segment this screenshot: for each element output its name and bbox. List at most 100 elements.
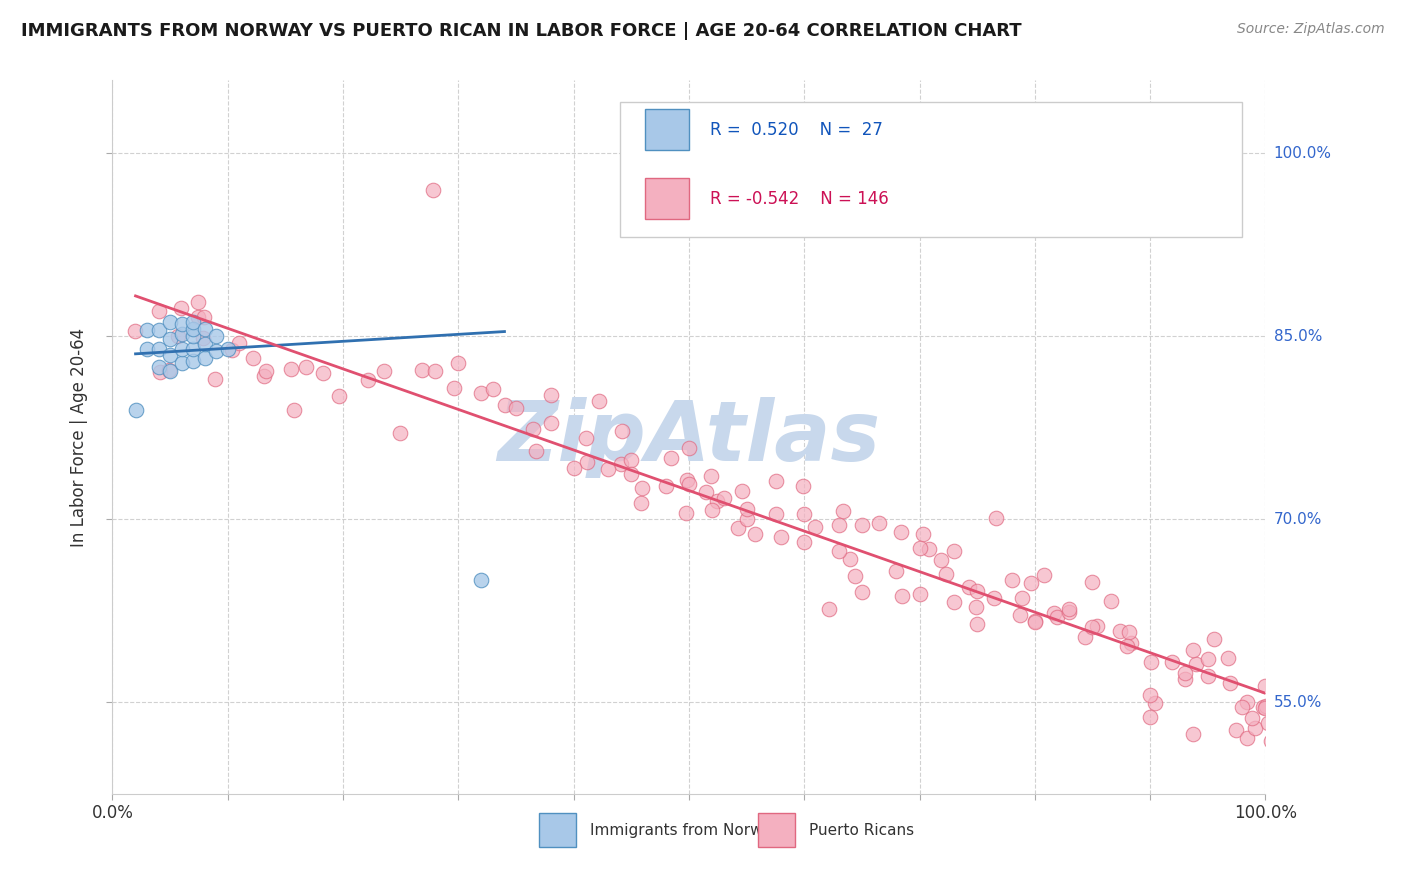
Point — [890, 589, 912, 603]
Point — [149, 365, 172, 379]
Point — [170, 342, 193, 356]
Point — [242, 351, 264, 365]
Point — [630, 496, 652, 510]
Point — [205, 344, 228, 359]
Point — [194, 336, 217, 351]
Point — [1232, 700, 1254, 714]
Point — [1225, 723, 1247, 737]
Point — [482, 382, 505, 396]
Bar — [645, 109, 689, 150]
Point — [312, 366, 335, 380]
Point — [170, 301, 193, 316]
Point — [283, 403, 305, 417]
Point — [935, 566, 957, 581]
Point — [1081, 574, 1104, 589]
Point — [1174, 665, 1197, 680]
Point — [1241, 711, 1264, 725]
Point — [700, 503, 723, 517]
Point — [470, 574, 492, 588]
Text: R = -0.542    N = 146: R = -0.542 N = 146 — [710, 190, 889, 208]
Point — [1257, 715, 1279, 730]
Point — [984, 511, 1007, 525]
Point — [193, 310, 215, 324]
Point — [170, 356, 193, 370]
Bar — [645, 178, 689, 219]
Point — [678, 476, 700, 491]
Point — [918, 541, 941, 556]
Point — [562, 460, 585, 475]
Point — [294, 359, 316, 374]
Point — [1024, 615, 1046, 629]
Point — [765, 507, 787, 521]
Point — [205, 329, 228, 343]
Point — [957, 580, 980, 594]
Point — [943, 594, 966, 608]
Point — [1116, 639, 1139, 653]
Point — [191, 331, 214, 345]
Point — [678, 441, 700, 455]
Point — [148, 342, 170, 356]
Point — [280, 361, 302, 376]
Point — [1085, 619, 1108, 633]
Point — [181, 342, 204, 356]
Point — [124, 402, 146, 417]
Point — [181, 322, 204, 336]
Point — [228, 335, 250, 350]
Point — [908, 587, 931, 601]
Point — [1202, 632, 1225, 647]
Point — [576, 455, 599, 469]
Point — [411, 363, 433, 377]
Point — [1139, 688, 1161, 702]
Point — [868, 516, 890, 530]
Point — [792, 479, 814, 493]
Point — [253, 369, 276, 384]
Text: 85.0%: 85.0% — [1274, 329, 1322, 344]
Point — [983, 591, 1005, 606]
Point — [1216, 650, 1239, 665]
Point — [425, 364, 447, 378]
Point — [524, 444, 547, 458]
Text: IMMIGRANTS FROM NORWAY VS PUERTO RICAN IN LABOR FORCE | AGE 20-64 CORRELATION CH: IMMIGRANTS FROM NORWAY VS PUERTO RICAN I… — [21, 22, 1022, 40]
Point — [744, 526, 766, 541]
Point — [832, 504, 855, 518]
Point — [612, 424, 634, 438]
Point — [522, 422, 544, 436]
Point — [373, 364, 395, 378]
Point — [221, 343, 243, 357]
Point — [494, 398, 516, 412]
Point — [1144, 696, 1167, 710]
Point — [181, 354, 204, 368]
Point — [186, 310, 208, 324]
Point — [1073, 630, 1095, 644]
Point — [655, 479, 678, 493]
Point — [1236, 731, 1258, 745]
Point — [1011, 591, 1033, 605]
Point — [890, 524, 912, 539]
Point — [1139, 710, 1161, 724]
Point — [804, 519, 827, 533]
Point — [699, 468, 721, 483]
Point — [676, 473, 699, 487]
Point — [620, 467, 643, 481]
Point — [943, 544, 966, 558]
Point — [540, 388, 562, 402]
Point — [1099, 594, 1122, 608]
Point — [1001, 574, 1024, 588]
Point — [1046, 610, 1069, 624]
Point — [1263, 687, 1285, 701]
Point — [735, 502, 758, 516]
Point — [356, 372, 378, 386]
Point — [328, 389, 350, 403]
Point — [793, 534, 815, 549]
Point — [966, 617, 988, 632]
Text: ZipAtlas: ZipAtlas — [498, 397, 880, 477]
Point — [828, 517, 851, 532]
Text: Immigrants from Norway: Immigrants from Norway — [589, 822, 780, 838]
Point — [181, 329, 204, 343]
Point — [966, 584, 988, 599]
Point — [159, 332, 181, 346]
Point — [1253, 700, 1275, 714]
Text: R =  0.520    N =  27: R = 0.520 N = 27 — [710, 120, 883, 138]
Point — [181, 315, 204, 329]
Point — [217, 342, 239, 356]
